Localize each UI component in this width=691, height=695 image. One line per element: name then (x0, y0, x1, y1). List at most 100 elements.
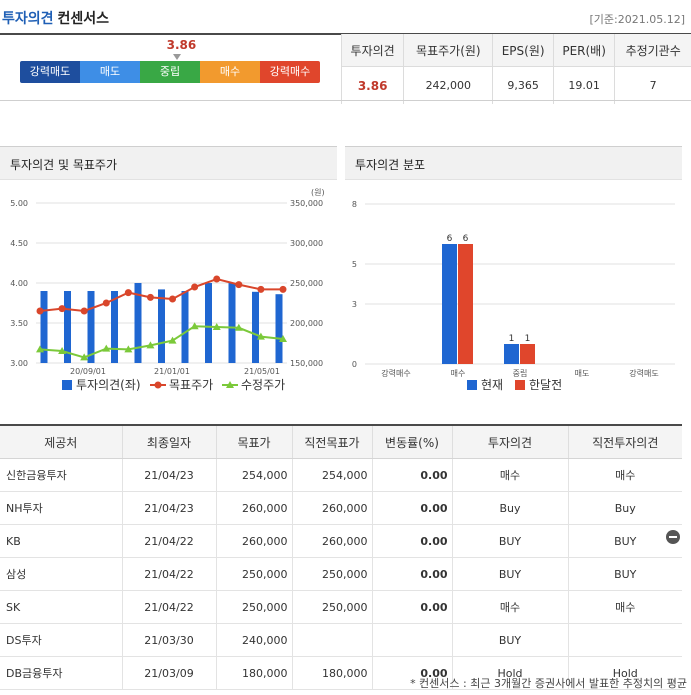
table-cell: 180,000 (215, 656, 292, 690)
table-cell: BUY (451, 557, 568, 591)
table-row: 신한금융투자 21/04/23 254,000 254,000 0.00 매수 매수 (0, 458, 682, 492)
table-cell: 삼성 (0, 557, 122, 591)
y-tick: 5 (352, 260, 357, 269)
table-row: DB금융투자 21/03/09 180,000 180,000 0.00 Hold Hold (0, 656, 682, 690)
table-cell: 21/03/09 (121, 656, 216, 690)
y-left-tick: 4.50 (10, 239, 28, 248)
y-right-tick: 250,000 (290, 279, 323, 288)
legend-label: 목표주가 (169, 378, 213, 392)
opinion-distribution-chart-panel: 투자의견 분포 8 5 3 0 강력매수 매수 6 6 중립 1 1 매도 강력매도 현재 한달전 (345, 146, 682, 404)
target-price-point (191, 283, 199, 291)
category-label: 매수 (451, 369, 466, 378)
table-cell: KB (0, 524, 122, 558)
month-ago-bar (520, 344, 535, 364)
adjusted-price-point (124, 345, 133, 353)
table-cell: 0.00 (371, 557, 452, 591)
legend-swatch (62, 380, 72, 390)
table-cell (567, 623, 682, 657)
x-tick: 20/09/01 (70, 367, 106, 376)
table-cell: 신한금융투자 (0, 458, 122, 492)
summary-target-price: 242,000 (403, 66, 493, 104)
opinion-bar (228, 283, 236, 363)
opinion-bar (40, 291, 48, 363)
panel-title: 투자의견 분포 (355, 158, 426, 172)
table-cell (291, 623, 372, 657)
opinion-bar (134, 283, 142, 363)
table-cell: 250,000 (215, 590, 292, 624)
title-part2: 컨센서스 (57, 11, 110, 27)
summary-header: PER(배) (552, 34, 615, 67)
y-left-tick: 5.00 (10, 199, 28, 208)
table-cell: Hold (567, 656, 682, 690)
table-cell: 180,000 (291, 656, 372, 690)
adjusted-price-point (256, 332, 265, 340)
month-ago-bar (458, 244, 473, 364)
adjusted-price-point (102, 344, 111, 352)
summary-institutions: 7 (614, 66, 691, 104)
table-cell: 260,000 (215, 524, 292, 558)
opinion-bar (158, 289, 165, 363)
category-label: 강력매수 (381, 368, 410, 378)
adjusted-price-point (58, 347, 67, 354)
category-label: 매도 (575, 369, 590, 378)
x-tick: 21/05/01 (244, 367, 280, 376)
footnote: * 컨센서스 : 최근 3개월간 증권사에서 발표한 추정치의 평균 (410, 677, 687, 690)
target-price-point (80, 307, 88, 315)
table-cell: 0.00 (371, 524, 452, 558)
opinion-bar (87, 291, 95, 363)
table-cell: 254,000 (291, 458, 372, 492)
table-cell: 21/04/22 (121, 524, 216, 558)
current-bar (442, 244, 457, 364)
scale-value: 3.86 (166, 38, 197, 52)
adjusted-price-point (80, 353, 89, 361)
y-right-tick: 150,000 (290, 359, 323, 368)
table-cell: BUY (567, 557, 682, 591)
table-cell: BUY (451, 524, 568, 558)
target-price-point (102, 299, 110, 307)
adjusted-price-point (146, 341, 155, 349)
y-right-tick: 300,000 (290, 239, 323, 248)
y-right-tick: 200,000 (290, 319, 323, 328)
opinion-bar (111, 291, 118, 363)
summary-header: 추정기관수 (614, 34, 691, 67)
table-row: KB 21/04/22 260,000 260,000 0.00 BUY BUY (0, 524, 682, 558)
target-price-point (279, 285, 287, 293)
table-cell: DS투자 (0, 623, 122, 657)
table-cell: 0.00 (371, 656, 452, 690)
category-label: 중립 (513, 369, 528, 378)
y-left-tick: 3.00 (10, 359, 28, 368)
scale-segment-strong-buy: 강력매수 (260, 61, 320, 83)
table-cell: 0.00 (371, 590, 452, 624)
adjusted-price-point (234, 323, 243, 331)
remove-icon[interactable] (666, 530, 680, 544)
table-cell: SK (0, 590, 122, 624)
table-cell: 21/04/23 (121, 491, 216, 525)
table-cell: NH투자 (0, 491, 122, 525)
legend-label: 투자의견(좌) (76, 378, 141, 392)
summary-eps: 9,365 (492, 66, 554, 104)
data-label: 1 (509, 334, 515, 344)
scale-segment-buy: 매수 (200, 61, 260, 83)
opinion-bar (205, 283, 212, 363)
y-right-unit: (원) (311, 188, 325, 197)
adjusted-price-point (190, 322, 199, 330)
table-cell (371, 623, 452, 657)
legend-swatch (467, 380, 477, 390)
table-cell: BUY (451, 623, 568, 657)
opinion-bar (64, 291, 71, 363)
table-cell: 260,000 (215, 491, 292, 525)
table-cell: Hold (451, 656, 568, 690)
adjusted-price-line (39, 325, 284, 359)
target-price-point (213, 275, 221, 283)
opinion-bar (275, 294, 283, 363)
table-cell: Buy (451, 491, 568, 525)
adjusted-price-point (212, 323, 221, 330)
table-row: NH투자 21/04/23 260,000 260,000 0.00 Buy Buy (0, 491, 682, 525)
current-bar (504, 344, 519, 364)
adjusted-price-point (279, 335, 287, 342)
adjusted-price-point (168, 336, 177, 344)
table-cell: 매수 (567, 590, 682, 624)
table-cell: Buy (567, 491, 682, 525)
data-label: 6 (463, 234, 469, 244)
